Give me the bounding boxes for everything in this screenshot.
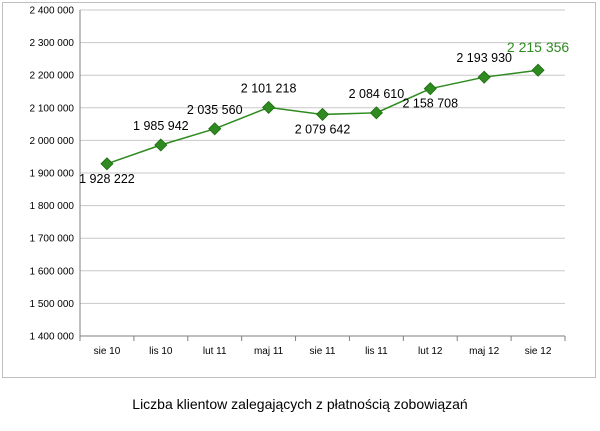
- data-label: 2 215 356: [507, 39, 569, 55]
- y-tick-label: 1 800 000: [30, 201, 75, 212]
- x-tick-label: sie 12: [525, 346, 552, 357]
- chart-frame: [2, 2, 596, 378]
- data-point: [208, 122, 222, 136]
- y-tick-label: 2 000 000: [30, 136, 75, 147]
- data-point: [315, 107, 330, 122]
- data-label: 2 158 708: [402, 97, 458, 111]
- data-label: 2 101 218: [241, 81, 297, 95]
- data-label: 1 985 942: [133, 119, 189, 133]
- y-tick-label: 2 400 000: [30, 6, 75, 17]
- y-tick-label: 1 600 000: [30, 266, 75, 277]
- x-tick-label: lis 11: [365, 346, 388, 357]
- y-tick-label: 1 700 000: [30, 234, 75, 245]
- data-point: [423, 82, 437, 96]
- data-point: [477, 70, 491, 84]
- y-tick-label: 1 500 000: [30, 299, 75, 310]
- y-tick-label: 2 100 000: [30, 103, 75, 114]
- y-tick-label: 1 900 000: [30, 169, 75, 180]
- x-tick-label: lut 11: [203, 346, 227, 357]
- y-tick-label: 1 400 000: [30, 332, 75, 343]
- data-point: [154, 138, 168, 152]
- data-label: 1 928 222: [79, 172, 135, 186]
- x-tick-label: sie 10: [94, 346, 121, 357]
- data-point: [531, 63, 545, 77]
- data-label: 2 035 560: [187, 103, 243, 117]
- data-point: [100, 157, 114, 171]
- x-tick-label: lut 12: [418, 346, 443, 357]
- data-label: 2 079 642: [295, 122, 351, 136]
- data-point: [369, 106, 383, 120]
- chart-caption: Liczba klientow zalegających z płatności…: [132, 396, 468, 412]
- x-tick-label: maj 11: [254, 346, 284, 357]
- x-tick-label: lis 10: [149, 346, 173, 357]
- data-label: 2 084 610: [349, 87, 405, 101]
- data-point: [262, 100, 276, 114]
- x-tick-label: sie 11: [310, 346, 336, 357]
- y-tick-label: 2 300 000: [30, 38, 75, 49]
- data-label: 2 193 930: [456, 51, 512, 65]
- y-tick-label: 2 200 000: [30, 71, 75, 82]
- line-chart: 1 400 000 1 500 000 1 600 000 1 700 000 1 80…: [30, 6, 570, 358]
- x-tick-label: maj 12: [469, 346, 499, 357]
